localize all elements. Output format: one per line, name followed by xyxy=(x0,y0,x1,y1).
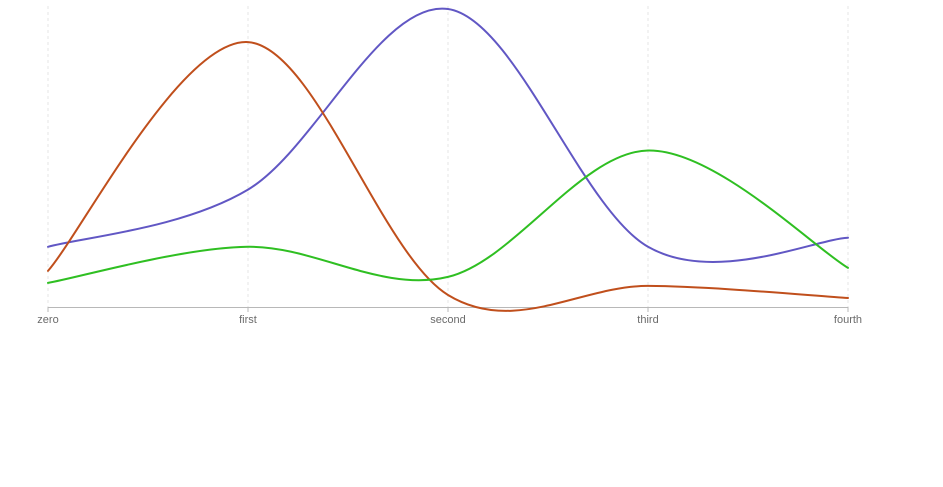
grid xyxy=(47,6,849,307)
series-group xyxy=(47,7,849,312)
series-line-2 xyxy=(47,41,849,312)
x-tick-label-first: first xyxy=(239,314,257,326)
x-tick-label-zero: zero xyxy=(37,314,58,326)
x-tick-label-third: third xyxy=(637,314,658,326)
x-tick-label-second: second xyxy=(430,314,465,326)
x-tick-label-fourth: fourth xyxy=(834,314,862,326)
x-axis: zero first second third fourth xyxy=(37,307,862,326)
series-line-1 xyxy=(47,7,849,263)
series-line-3 xyxy=(47,149,849,284)
